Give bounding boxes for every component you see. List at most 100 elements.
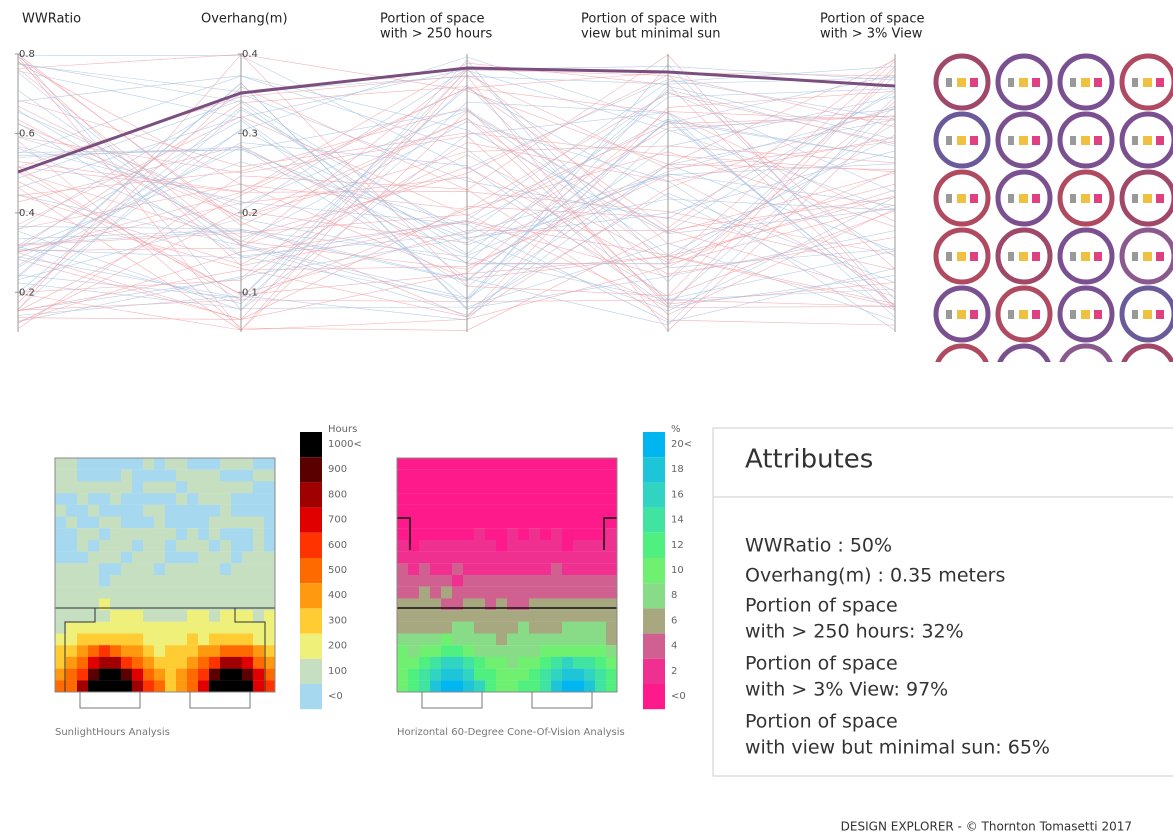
legend-label: 8 <box>671 590 677 601</box>
thumb-icon <box>970 310 978 319</box>
heatmap-cell <box>187 481 198 494</box>
thumb-icon <box>1032 136 1040 145</box>
legend-label: 900 <box>328 464 347 475</box>
heatmap-cell <box>463 551 474 564</box>
heatmap-cell <box>209 551 220 564</box>
heatmap-cell <box>187 493 198 505</box>
heatmap-cell <box>99 563 110 576</box>
heatmap-cell <box>242 563 253 576</box>
heatmap-cell <box>121 633 132 646</box>
heatmap-cell <box>562 493 573 505</box>
heatmap-cell <box>99 668 110 681</box>
heatmap-cell <box>121 481 132 494</box>
design-line <box>17 136 896 293</box>
heatmap-cell <box>562 469 573 482</box>
heatmap-cell <box>132 598 143 611</box>
heatmap-cell <box>88 469 99 482</box>
heatmap-cell <box>121 563 132 576</box>
heatmap-cell <box>463 539 474 552</box>
heatmap-cell <box>154 493 165 505</box>
heatmap-cell <box>154 598 165 611</box>
heatmap-cell <box>88 668 99 681</box>
heatmap-cell <box>485 528 496 540</box>
heatmap-cell <box>55 528 66 540</box>
heatmap-cell <box>452 610 463 622</box>
heatmap-cell <box>595 528 606 540</box>
heatmap-cell <box>55 656 66 669</box>
heatmap-cell <box>485 598 496 611</box>
heatmap-cell <box>220 528 231 540</box>
heatmap-cell <box>595 598 606 611</box>
heatmap-cell <box>187 504 198 517</box>
heatmap-cell <box>496 586 507 599</box>
heatmap-cell <box>529 539 540 552</box>
heatmap-cell <box>209 481 220 494</box>
heatmap-cell <box>110 633 121 646</box>
heatmap-cell <box>132 504 143 517</box>
axis-title: with > 3% View <box>820 27 923 42</box>
heatmap-cell <box>507 668 518 681</box>
heatmap-cell <box>220 598 231 611</box>
heatmap-cell <box>397 516 408 529</box>
heatmap-cell <box>242 656 253 669</box>
heatmap-cell <box>518 539 529 552</box>
heatmap-cell <box>562 458 573 470</box>
heatmap-cell <box>507 458 518 470</box>
heatmap-cell <box>231 528 242 540</box>
heatmap-cell <box>231 504 242 517</box>
legend-label: 200 <box>328 641 347 652</box>
heatmap-cell <box>595 504 606 517</box>
heatmap-cell <box>253 680 264 693</box>
heatmap-cell <box>154 563 165 576</box>
heatmap-cell <box>452 668 463 681</box>
thumb-icon <box>1156 252 1164 261</box>
heatmap-cell <box>231 598 242 611</box>
legend-swatch <box>643 633 665 659</box>
legend-label: 18 <box>671 464 684 475</box>
heatmap-cell <box>220 633 231 646</box>
thumb-icon <box>1143 252 1152 261</box>
heatmap-cell <box>496 656 507 669</box>
heatmap-cell <box>88 598 99 611</box>
heatmap-cell <box>529 575 540 587</box>
heatmap-cell <box>595 633 606 646</box>
heatmap-cell <box>452 551 463 564</box>
heatmap-cell <box>397 539 408 552</box>
heatmap-cell <box>121 551 132 564</box>
heatmap-cell <box>485 516 496 529</box>
heatmap-cell <box>518 645 529 657</box>
heatmap-cell <box>441 493 452 505</box>
heatmap-cell <box>242 539 253 552</box>
heatmap-cell <box>474 528 485 540</box>
heatmap-cell <box>198 528 209 540</box>
heatmap-cell <box>187 610 198 622</box>
heatmap-cell <box>264 493 275 505</box>
heatmap-cell <box>110 610 121 622</box>
axis-title: with > 250 hours <box>380 27 492 42</box>
heatmap-cell <box>518 680 529 693</box>
legend-label: 12 <box>671 540 684 551</box>
heatmap-cell <box>430 493 441 505</box>
heatmap-cell <box>187 516 198 529</box>
heatmap-cell <box>132 481 143 494</box>
heatmap-cell <box>496 539 507 552</box>
tick-label: 0.4 <box>19 208 35 219</box>
heatmap-cell <box>529 504 540 517</box>
heatmap-cell <box>408 551 419 564</box>
heatmap-cell <box>551 668 562 681</box>
heatmap-cell <box>606 680 617 693</box>
legend-swatch <box>300 583 322 609</box>
heatmap-cell <box>419 458 430 470</box>
heatmap-cell <box>253 458 264 470</box>
heatmap-cell <box>518 493 529 505</box>
heatmap-cell <box>264 680 275 693</box>
heatmap-cell <box>176 645 187 657</box>
heatmap-cell <box>209 668 220 681</box>
heatmap-cell <box>419 551 430 564</box>
heatmap-cell <box>397 633 408 646</box>
heatmap-cell <box>463 621 474 634</box>
heatmap-cell <box>143 481 154 494</box>
heatmap-cell <box>573 656 584 669</box>
heatmap-cell <box>518 516 529 529</box>
heatmap-cell <box>606 528 617 540</box>
